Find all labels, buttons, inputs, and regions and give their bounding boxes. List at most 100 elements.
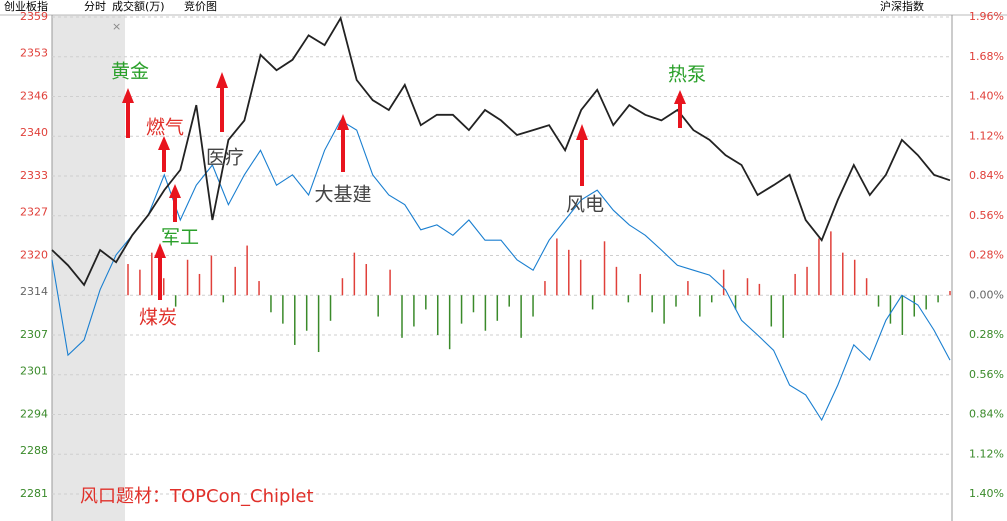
annotation: 医疗 [206, 147, 244, 169]
y-tick-label: 2281 [20, 487, 48, 500]
y2-tick-label: 1.40% [969, 487, 1004, 500]
arrow [154, 243, 166, 300]
bar [842, 252, 844, 296]
bar [889, 295, 892, 324]
annotation: 热泵 [668, 64, 706, 86]
bar [484, 295, 487, 331]
y-tick-label: 2327 [20, 206, 48, 219]
bar [687, 281, 689, 296]
bar [544, 281, 546, 296]
bar [294, 295, 296, 345]
bar [520, 295, 522, 338]
arrow [216, 72, 228, 132]
bar [639, 273, 642, 296]
header-tab[interactable]: 成交额(万) [112, 0, 165, 13]
annotation: 军工 [161, 227, 199, 249]
y-tick-label: 2314 [20, 285, 48, 298]
plot [51, 15, 952, 495]
bar [925, 295, 927, 310]
arrow [122, 88, 134, 138]
bar [377, 295, 379, 317]
bar [627, 295, 630, 303]
bar [508, 295, 510, 307]
y-tick-label: 2340 [20, 126, 48, 139]
bar [222, 295, 225, 303]
bar [699, 295, 701, 317]
price-line [51, 119, 951, 422]
bar [532, 295, 534, 317]
y-tick-label: 2288 [20, 444, 48, 457]
annotation: 煤炭 [139, 307, 177, 329]
header-tab[interactable]: 分时 [84, 0, 106, 13]
bar [913, 295, 916, 317]
bar [389, 269, 391, 296]
bar [746, 278, 749, 296]
y-tick-label: 2346 [20, 90, 48, 103]
y-tick-label: 2320 [20, 249, 48, 262]
bar [413, 295, 415, 327]
y2-tick-label: 0.28% [969, 249, 1004, 262]
y2-tick-label: 0.56% [969, 368, 1004, 381]
y2-tick-label: 0.00% [969, 288, 1004, 301]
bar [210, 255, 213, 296]
bar [818, 238, 820, 296]
header-tab[interactable]: 创业板指 [4, 0, 48, 13]
bar [317, 295, 320, 353]
y-tick-label: 2333 [20, 169, 48, 182]
arrow [576, 124, 588, 186]
y-tick-label: 2353 [20, 47, 48, 60]
bar [722, 269, 725, 296]
bar [186, 259, 189, 296]
bar [806, 266, 808, 296]
bar [782, 295, 784, 338]
bar [139, 269, 141, 296]
annotation: 燃气 [146, 117, 184, 139]
arrows [122, 72, 686, 300]
arrow [169, 184, 181, 222]
bar [425, 295, 427, 310]
arrow [158, 136, 170, 172]
y2-tick-label: 1.68% [969, 50, 1004, 63]
bar [305, 295, 308, 331]
bar [901, 295, 904, 335]
annotation: 风电 [566, 194, 604, 216]
bar [663, 295, 665, 324]
bar [329, 295, 332, 321]
bar [353, 252, 356, 296]
bar [460, 295, 463, 324]
y2-tick-label: 1.96% [969, 10, 1004, 23]
bar [234, 266, 236, 296]
bar [448, 295, 451, 350]
bar [127, 264, 129, 296]
bar [556, 238, 558, 296]
y2-tick-label: 1.12% [969, 129, 1004, 142]
bar [651, 295, 653, 313]
bar [615, 266, 618, 296]
y-tick-label: 2307 [20, 328, 48, 341]
bar [770, 295, 773, 327]
bar [436, 295, 439, 335]
bar [174, 295, 177, 307]
bar [151, 252, 153, 296]
bar [472, 295, 475, 313]
y-tick-label: 2301 [20, 365, 48, 378]
header-tab[interactable]: 竞价图 [184, 0, 217, 13]
close-button[interactable]: × [112, 20, 121, 33]
bar [710, 295, 713, 303]
bar [365, 264, 368, 296]
bar [198, 273, 201, 296]
y2-tick-label: 0.84% [969, 169, 1004, 182]
bar [258, 281, 260, 296]
bar [830, 231, 832, 296]
header-tab[interactable]: 沪深指数 [880, 0, 924, 13]
y2-tick-label: 0.28% [969, 328, 1004, 341]
bar [282, 295, 284, 324]
auction-zone [52, 15, 125, 521]
bar [853, 259, 856, 296]
bar [877, 295, 880, 307]
bar [246, 245, 248, 296]
bar [937, 295, 939, 303]
bar [401, 295, 403, 338]
